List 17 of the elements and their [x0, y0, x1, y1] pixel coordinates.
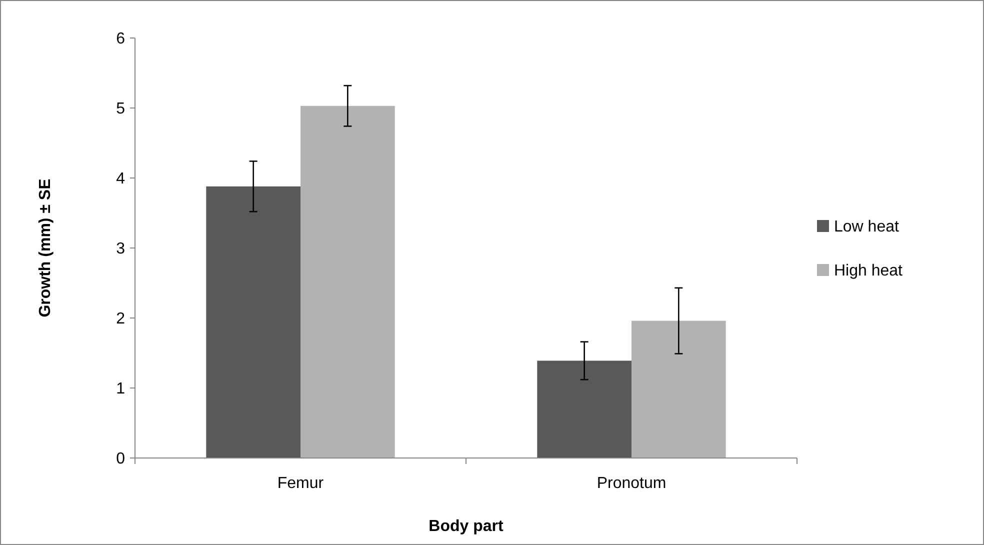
- y-tick-label: 5: [116, 100, 126, 118]
- y-axis-title: Growth (mm) ± SE: [37, 178, 54, 318]
- y-tick-label: 3: [116, 240, 126, 258]
- bar: [300, 106, 395, 458]
- y-tick-label: 6: [116, 30, 126, 48]
- y-tick-label: 1: [116, 380, 126, 398]
- y-tick-label: 0: [116, 450, 126, 468]
- bar: [206, 186, 300, 458]
- bar: [632, 320, 726, 458]
- bar: [537, 360, 632, 458]
- legend-label: Low heat: [834, 218, 900, 236]
- y-tick-label: 4: [116, 170, 126, 188]
- y-tick-label: 2: [116, 310, 126, 328]
- x-tick-label: Femur: [277, 475, 324, 492]
- x-tick-label: Pronotum: [596, 475, 666, 492]
- legend-label: High heat: [834, 262, 904, 280]
- x-axis-title: Body part: [428, 518, 504, 535]
